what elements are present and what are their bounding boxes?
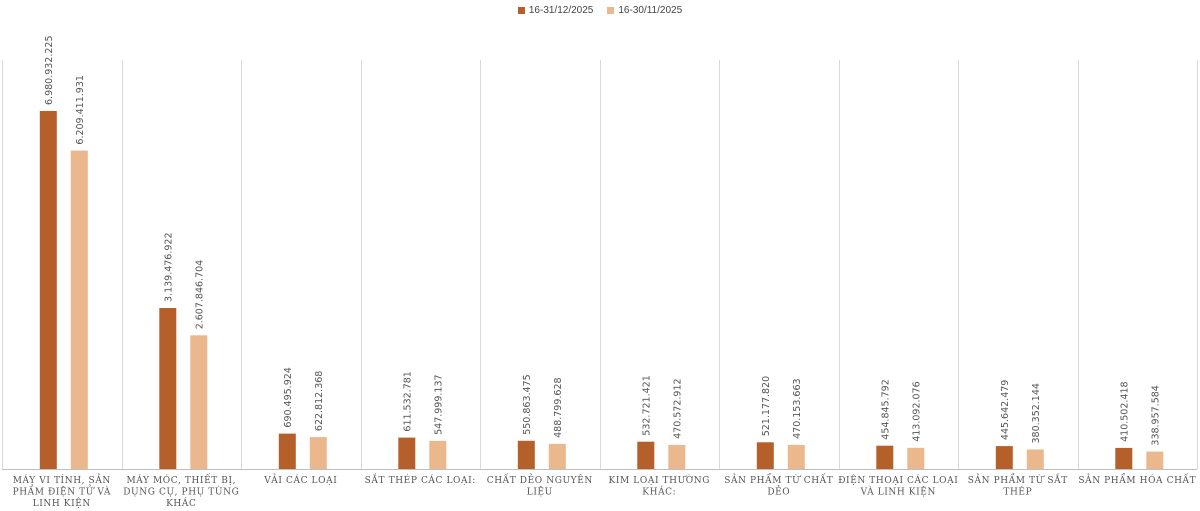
- bar-series-2-4[interactable]: [548, 443, 566, 469]
- bar-series-2-0[interactable]: [70, 150, 88, 469]
- bar-series-1-3[interactable]: [398, 437, 416, 469]
- data-label-series-2-1: 2.607.846.704: [194, 260, 205, 330]
- legend-item-series-2[interactable]: 16-30/11/2025: [607, 5, 682, 16]
- data-label-series-1-6: 521.177.820: [761, 376, 772, 436]
- data-label-series-1-4: 550.863.475: [522, 374, 533, 434]
- category-label-3-line-0: SẮT THÉP CÁC LOẠI:: [365, 473, 476, 486]
- category-label-6-line-1: DẺO: [767, 485, 790, 498]
- category-label-1-line-1: DỤNG CỤ, PHỤ TÙNG: [123, 486, 239, 498]
- data-label-series-2-0: 6.209.411.931: [75, 75, 86, 145]
- legend-swatch-series-1: [517, 7, 525, 14]
- data-label-series-1-9: 410.502.418: [1119, 381, 1130, 441]
- data-label-series-1-7: 454.845.792: [880, 379, 891, 439]
- legend-swatch-series-2: [607, 7, 615, 14]
- legend-item-series-1[interactable]: 16-31/12/2025: [517, 5, 594, 16]
- bar-series-2-6[interactable]: [787, 444, 805, 469]
- data-label-series-2-7: 413.092.076: [911, 381, 922, 441]
- bar-series-2-3[interactable]: [429, 440, 447, 469]
- category-label-1-line-0: MÁY MÓC, THIẾT BỊ,: [126, 473, 236, 486]
- category-label-6-line-0: SẢN PHẨM TỪ CHẤT: [724, 473, 833, 486]
- category-label-5-line-0: KIM LOẠI THƯỜNG: [609, 474, 711, 486]
- data-label-series-1-3: 611.532.781: [402, 371, 413, 431]
- data-label-series-2-9: 338.957.584: [1150, 385, 1161, 445]
- category-label-4-line-1: LIỆU: [527, 486, 553, 498]
- data-label-series-2-2: 622.812.368: [314, 371, 325, 431]
- category-label-7-line-0: ĐIỆN THOẠI CÁC LOẠI: [838, 474, 958, 486]
- bar-series-1-1[interactable]: [159, 308, 177, 469]
- bar-series-2-8[interactable]: [1026, 449, 1044, 470]
- bar-series-1-4[interactable]: [517, 440, 535, 469]
- bar-series-2-7[interactable]: [907, 447, 925, 469]
- category-label-5-line-1: KHÁC:: [642, 486, 676, 498]
- data-label-series-2-3: 547.999.137: [433, 374, 444, 434]
- legend-label-series-1: 16-31/12/2025: [528, 5, 594, 16]
- bar-series-1-9[interactable]: [1115, 447, 1133, 469]
- category-label-9-line-0: SẢN PHẨM HÓA CHẤT: [1078, 473, 1196, 486]
- data-label-series-1-2: 690.495.924: [283, 367, 294, 427]
- data-label-series-2-4: 488.799.628: [553, 377, 564, 437]
- category-label-8-line-1: THÉP: [1003, 486, 1032, 498]
- data-label-series-2-5: 470.572.912: [672, 378, 683, 438]
- bar-series-1-5[interactable]: [637, 441, 655, 469]
- category-label-0-line-1: PHẨM ĐIỆN TỬ VÀ: [13, 485, 111, 498]
- data-label-series-2-8: 380.352.144: [1031, 383, 1042, 443]
- bar-series-1-6[interactable]: [756, 442, 774, 469]
- data-label-series-1-8: 445.642.479: [1000, 380, 1011, 440]
- category-label-0-line-2: LINH KIỆN: [33, 497, 91, 509]
- data-label-series-1-5: 532.721.421: [641, 375, 652, 435]
- bar-series-1-2[interactable]: [278, 433, 296, 469]
- category-label-1-line-2: KHÁC: [166, 497, 196, 509]
- category-label-2-line-0: VẢI CÁC LOẠI: [263, 473, 337, 486]
- data-label-series-1-0: 6.980.932.225: [44, 35, 55, 105]
- category-label-8-line-0: SẢN PHẨM TỪ SẮT: [968, 473, 1068, 486]
- bar-series-2-2[interactable]: [309, 437, 327, 469]
- bar-series-1-0[interactable]: [39, 111, 57, 469]
- category-label-7-line-1: VÀ LINH KIỆN: [860, 486, 936, 498]
- data-label-series-2-6: 470.153.663: [792, 378, 803, 438]
- category-label-0-line-0: MÁY VI TÍNH, SẢN: [13, 473, 111, 486]
- bar-series-1-8[interactable]: [995, 446, 1013, 469]
- data-label-series-1-1: 3.139.476.922: [163, 232, 174, 302]
- bar-series-2-9[interactable]: [1146, 451, 1164, 469]
- bar-series-2-5[interactable]: [668, 444, 686, 469]
- category-label-4-line-0: CHẤT DẺO NGUYÊN: [487, 473, 593, 486]
- legend-label-series-2: 16-30/11/2025: [618, 5, 683, 16]
- legend: 16-31/12/2025 16-30/11/2025: [0, 5, 1200, 16]
- bar-series-2-1[interactable]: [190, 335, 208, 469]
- bar-series-1-7[interactable]: [876, 445, 894, 469]
